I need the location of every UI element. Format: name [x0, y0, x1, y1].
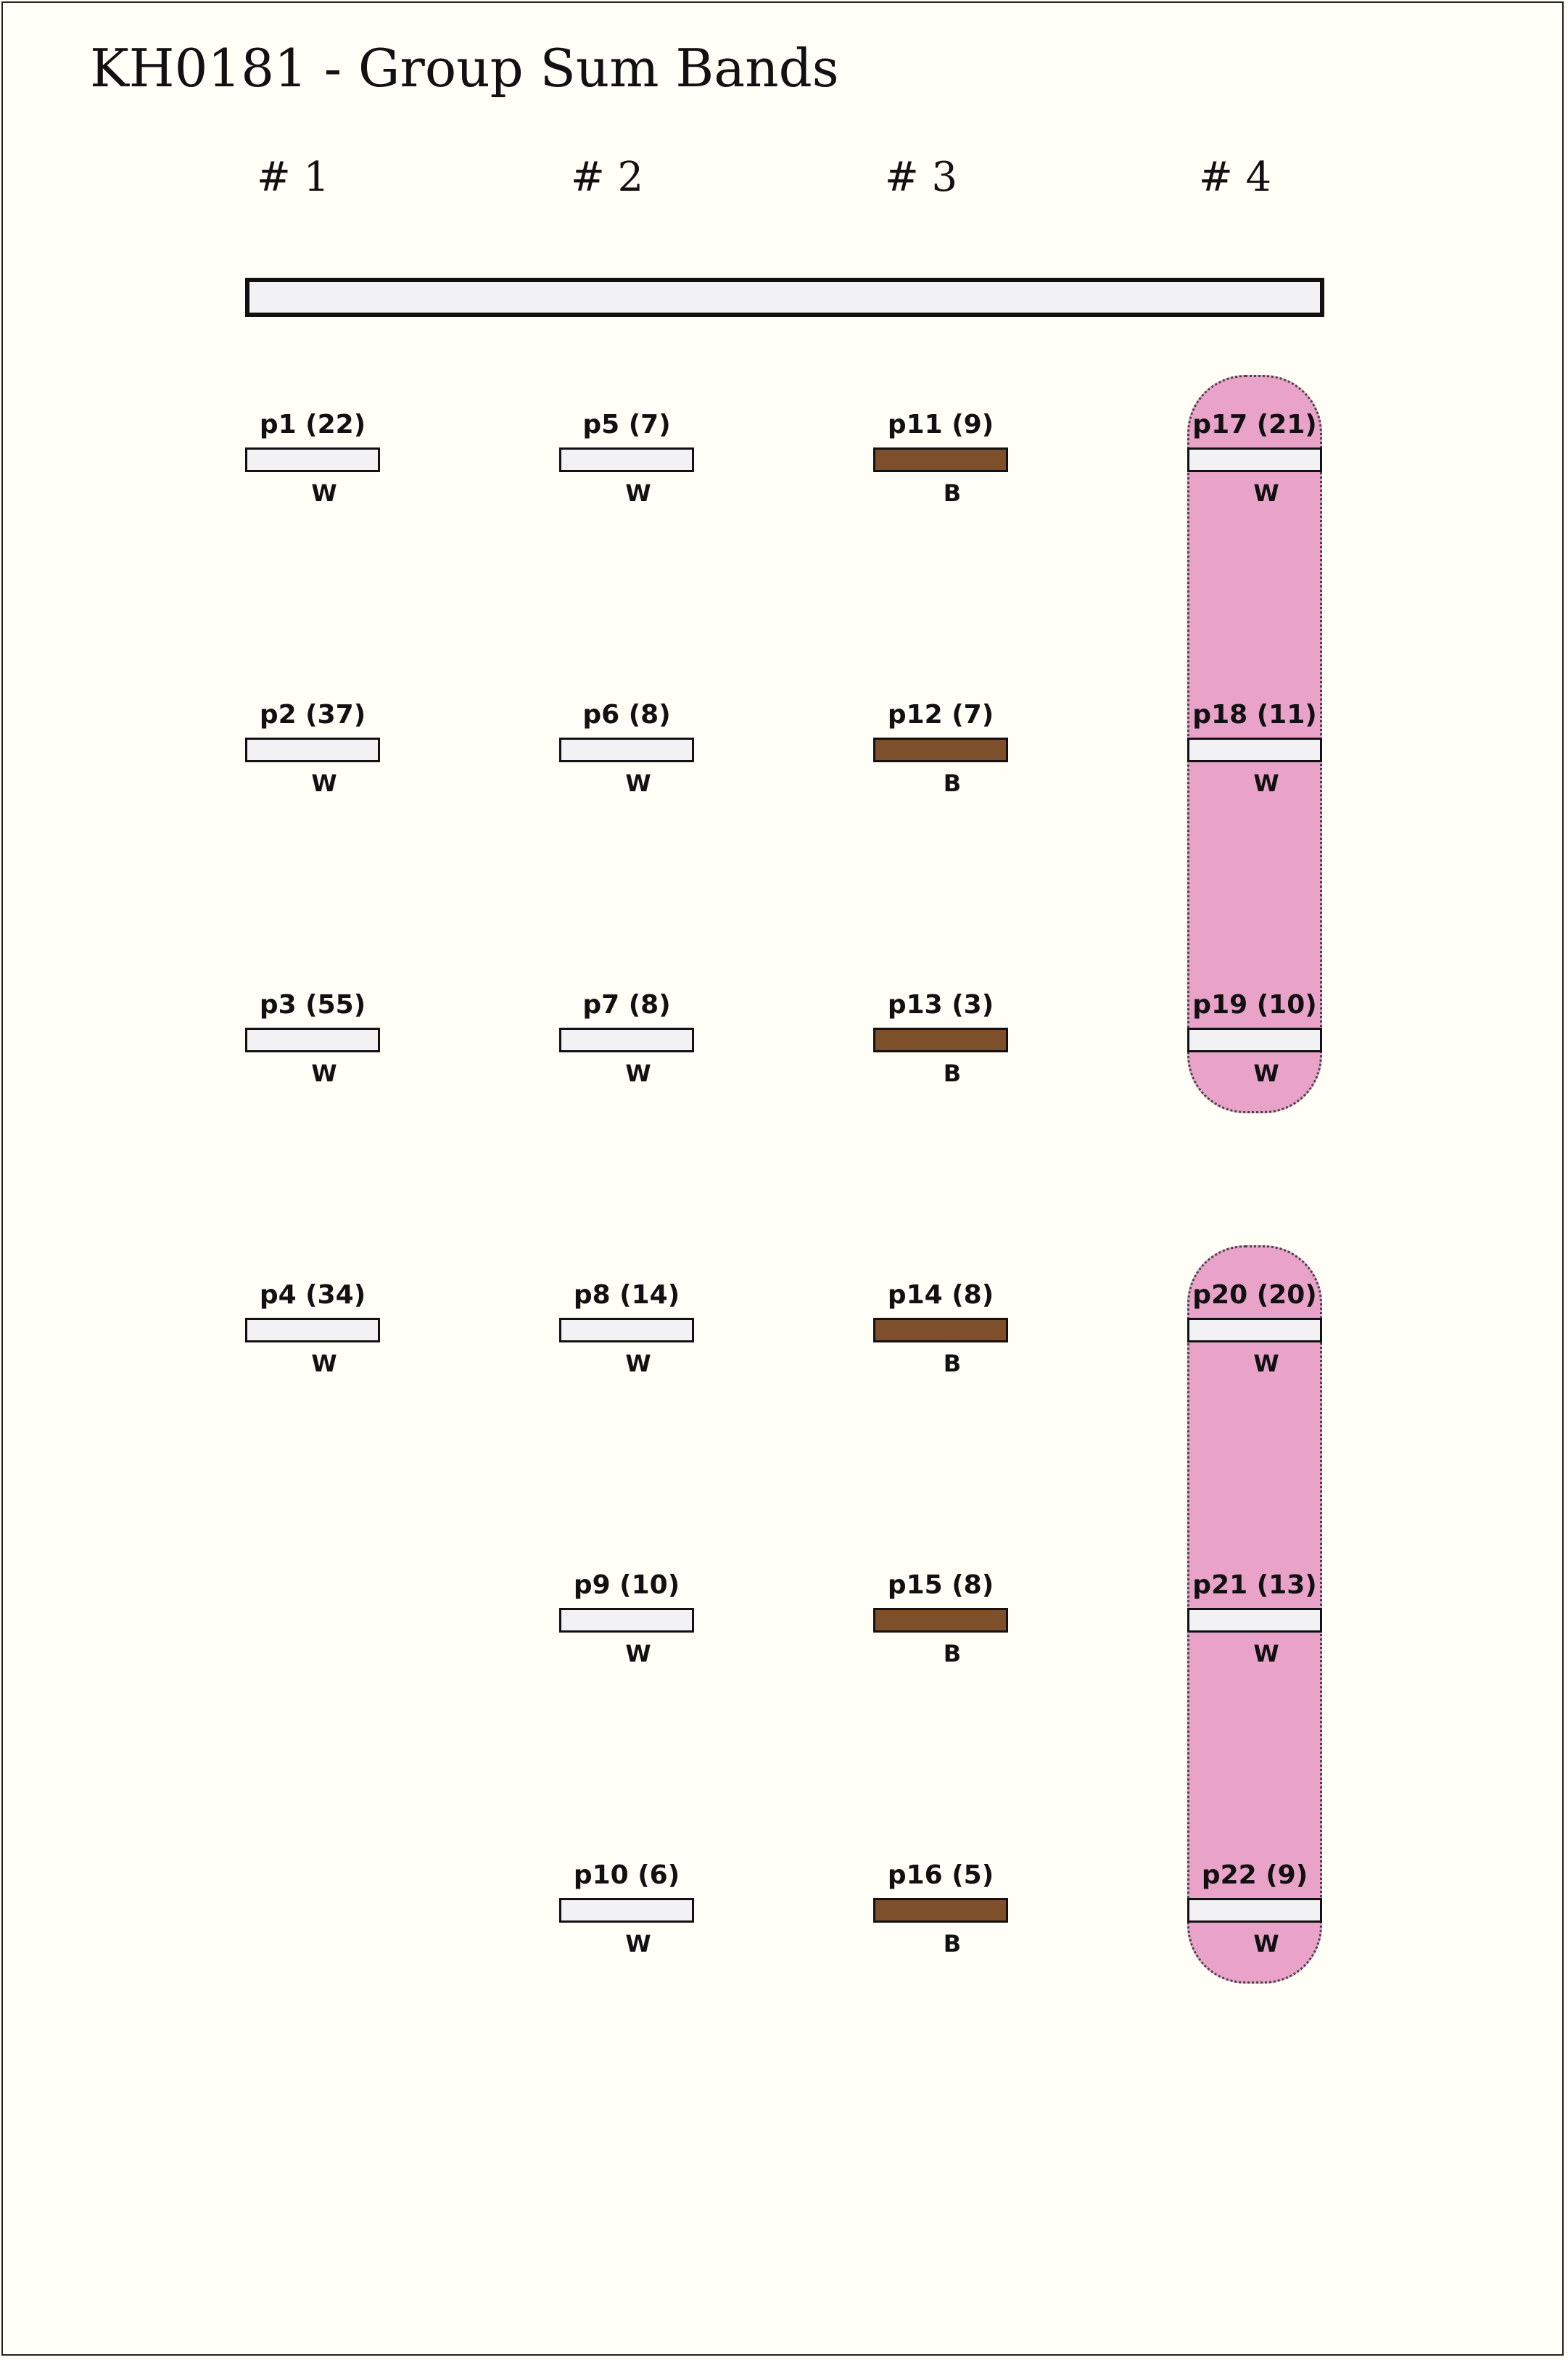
- band-code: B: [943, 770, 962, 797]
- band-rect: [559, 1898, 694, 1923]
- band-rect: [559, 447, 694, 472]
- band-label: p14 (8): [887, 1280, 994, 1310]
- band-label: p22 (9): [1201, 1860, 1308, 1890]
- band-rect: [873, 447, 1008, 472]
- band-label: p21 (13): [1192, 1570, 1317, 1600]
- band-code: W: [1253, 1930, 1279, 1957]
- band-label: p8 (14): [573, 1280, 680, 1310]
- band-rect: [245, 738, 380, 762]
- band-rect: [1187, 1608, 1322, 1633]
- band-label: p12 (7): [887, 700, 994, 730]
- band-rect: [873, 1898, 1008, 1923]
- band-code: W: [625, 770, 651, 797]
- page-title: KH0181 - Group Sum Bands: [90, 38, 839, 99]
- band-label: p18 (11): [1192, 700, 1317, 730]
- band-code: W: [625, 1350, 651, 1377]
- band-rect: [873, 1318, 1008, 1342]
- band-code: B: [943, 1060, 962, 1087]
- band-rect: [873, 738, 1008, 762]
- band-rect: [559, 1028, 694, 1052]
- band-rect: [559, 1608, 694, 1633]
- band-code: W: [311, 1060, 337, 1087]
- band-rect: [1187, 1028, 1322, 1052]
- band-label: p15 (8): [887, 1570, 994, 1600]
- band-code: W: [1253, 1640, 1279, 1667]
- band-code: W: [1253, 770, 1279, 797]
- band-rect: [559, 738, 694, 762]
- column-header-3: # 3: [884, 154, 958, 201]
- band-label: p9 (10): [573, 1570, 680, 1600]
- band-label: p5 (7): [582, 410, 671, 440]
- band-code: B: [943, 479, 962, 507]
- band-label: p3 (55): [259, 990, 366, 1020]
- band-code: W: [311, 479, 337, 507]
- band-label: p6 (8): [582, 700, 671, 730]
- band-code: W: [625, 1640, 651, 1667]
- band-label: p11 (9): [887, 410, 994, 440]
- band-code: B: [943, 1350, 962, 1377]
- band-label: p19 (10): [1192, 990, 1317, 1020]
- band-label: p16 (5): [887, 1860, 994, 1890]
- band-label: p2 (37): [259, 700, 366, 730]
- band-label: p17 (21): [1192, 410, 1317, 440]
- band-label: p1 (22): [259, 410, 366, 440]
- band-code: W: [1253, 1060, 1279, 1087]
- column-header-4: # 4: [1198, 154, 1272, 201]
- column-header-1: # 1: [256, 154, 330, 201]
- band-code: W: [625, 1060, 651, 1087]
- band-label: p13 (3): [887, 990, 994, 1020]
- band-label: p20 (20): [1192, 1280, 1317, 1310]
- band-rect: [873, 1608, 1008, 1633]
- band-rect: [1187, 447, 1322, 472]
- column-header-2: # 2: [570, 154, 644, 201]
- band-label: p4 (34): [259, 1280, 366, 1310]
- band-rect: [245, 1318, 380, 1342]
- band-rect: [1187, 1898, 1322, 1923]
- band-rect: [873, 1028, 1008, 1052]
- band-label: p10 (6): [573, 1860, 680, 1890]
- band-code: W: [1253, 479, 1279, 507]
- band-code: W: [311, 1350, 337, 1377]
- band-rect: [245, 1028, 380, 1052]
- band-rect: [559, 1318, 694, 1342]
- band-rect: [1187, 738, 1322, 762]
- band-code: B: [943, 1930, 962, 1957]
- band-label: p7 (8): [582, 990, 671, 1020]
- band-code: W: [1253, 1350, 1279, 1377]
- band-code: W: [625, 1930, 651, 1957]
- band-code: W: [625, 479, 651, 507]
- summary-band: [245, 278, 1324, 317]
- band-code: B: [943, 1640, 962, 1667]
- band-rect: [245, 447, 380, 472]
- band-code: W: [311, 770, 337, 797]
- band-rect: [1187, 1318, 1322, 1342]
